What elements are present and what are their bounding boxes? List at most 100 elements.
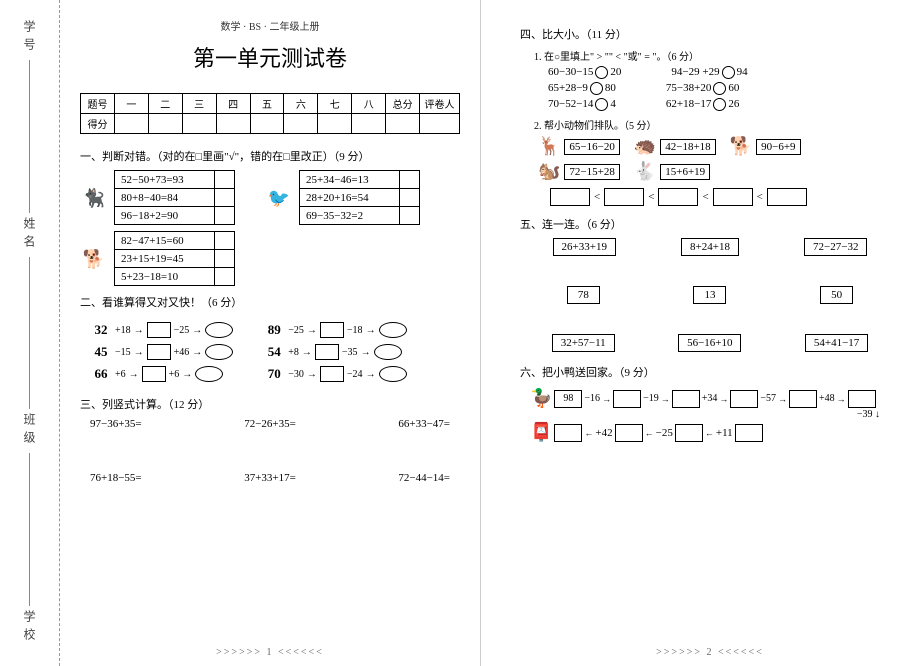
score-cell[interactable] [148,114,182,134]
compare-item: 65+28−980 [548,82,616,95]
compare-item: 94−29 +2994 [671,66,747,79]
score-cell[interactable] [114,114,148,134]
duck-box[interactable] [848,390,876,408]
equation-cell: 25+34−46=13 [300,171,400,189]
chain-box[interactable] [142,366,166,382]
sort-box[interactable] [713,188,753,206]
duck-box[interactable] [554,424,582,442]
duck-box[interactable] [789,390,817,408]
score-header: 题号 [81,94,115,114]
compare-circle[interactable] [595,66,608,79]
check-box[interactable] [400,207,420,225]
section-5-title: 五、连一连。（6 分） [520,216,900,232]
chain-op: +6 [169,369,180,380]
link-box[interactable]: 72−27−32 [804,238,867,256]
score-cell[interactable]: 得分 [81,114,115,134]
link-box[interactable]: 32+57−11 [552,334,615,352]
chain-oval[interactable] [205,344,233,360]
animal-icon: 🐕 [730,136,752,157]
vertical-calc: 37+33+17= [244,472,296,484]
chain-oval[interactable] [195,366,223,382]
sort-box[interactable] [658,188,698,206]
compare-circle[interactable] [713,82,726,95]
chain-op: +6 [115,369,126,380]
score-cell[interactable] [420,114,460,134]
score-table: 题号一二三四五六七八总分评卷人 得分 [80,93,460,134]
page-1-footer: >>>>>> 1 <<<<<< [60,647,480,658]
chain-oval[interactable] [379,366,407,382]
duck-icon: 🦆 [530,388,552,409]
chain-op: +46 [174,347,190,358]
duck-box[interactable] [675,424,703,442]
duck-box[interactable] [730,390,758,408]
score-cell[interactable] [318,114,352,134]
sort-answer-row: < < < < [550,188,900,206]
link-box[interactable]: 56−16+10 [678,334,741,352]
compare-item: 75−38+2060 [666,82,739,95]
check-box[interactable] [215,207,235,225]
score-cell[interactable] [386,114,420,134]
duck-op: +42 [595,427,612,439]
sort-box[interactable] [550,188,590,206]
test-title: 第一单元测试卷 [80,41,460,73]
equation-cell: 96−18+2=90 [115,207,215,225]
equation-cell: 23+15+19=45 [115,250,215,268]
chain-oval[interactable] [379,322,407,338]
sort-box[interactable] [767,188,807,206]
duck-box[interactable] [735,424,763,442]
compare-circle[interactable] [590,82,603,95]
sort-box[interactable] [604,188,644,206]
compare-circle[interactable] [713,98,726,111]
link-box[interactable]: 8+24+18 [681,238,739,256]
chain-start: 45 [90,344,112,360]
chain-oval[interactable] [374,344,402,360]
animal-expr: 42−18+18 [660,139,715,155]
check-box[interactable] [215,250,235,268]
score-header: 评卷人 [420,94,460,114]
spine-label-3: 班级 [21,413,38,449]
score-cell[interactable] [352,114,386,134]
link-box[interactable]: 13 [693,286,726,304]
mailbox-icon: 📮 [530,422,552,443]
score-header: 四 [216,94,250,114]
chain-box[interactable] [147,344,171,360]
check-box[interactable] [215,268,235,286]
equation-cell: 82−47+15=60 [115,232,215,250]
duck-box[interactable] [615,424,643,442]
score-cell[interactable] [216,114,250,134]
link-box[interactable]: 26+33+19 [553,238,616,256]
check-box[interactable] [215,171,235,189]
link-box[interactable]: 54+41−17 [805,334,868,352]
compare-circle[interactable] [722,66,735,79]
score-cell[interactable] [182,114,216,134]
duck-op: +48 [819,393,835,404]
cat-icon: 🐈‍⬛ [80,184,108,212]
chain-box[interactable] [315,344,339,360]
score-header: 六 [284,94,318,114]
chain-op: +18 [115,325,131,336]
compare-circle[interactable] [595,98,608,111]
link-box[interactable]: 50 [820,286,853,304]
chain-box[interactable] [320,366,344,382]
chain-oval[interactable] [205,322,233,338]
check-box[interactable] [400,189,420,207]
link-box[interactable]: 78 [567,286,600,304]
section-4-sub1: 1. 在○里填上" > "" < "或" = "。（6 分） [534,48,900,63]
chain-start: 66 [90,366,112,382]
check-box[interactable] [215,232,235,250]
score-cell[interactable] [284,114,318,134]
chain-op: −35 [342,347,358,358]
chain-start: 32 [90,322,112,338]
chain-op: −25 [288,325,304,336]
check-box[interactable] [215,189,235,207]
check-box[interactable] [400,171,420,189]
score-header: 二 [148,94,182,114]
equation-cell: 5+23−18=10 [115,268,215,286]
duck-op: +11 [716,427,733,439]
duck-box[interactable] [613,390,641,408]
score-cell[interactable] [250,114,284,134]
duck-box[interactable] [672,390,700,408]
chain-box[interactable] [147,322,171,338]
chain-op: −18 [347,325,363,336]
chain-box[interactable] [320,322,344,338]
